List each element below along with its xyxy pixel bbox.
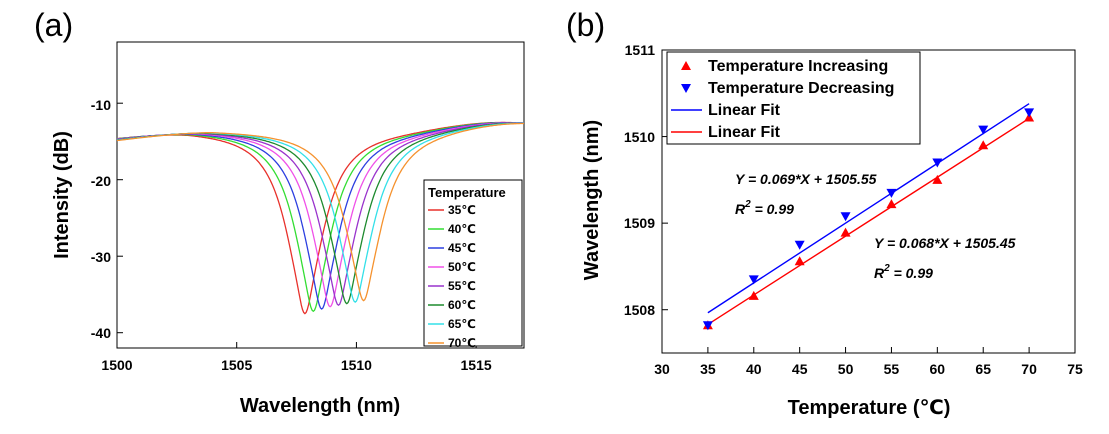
point-decreasing — [978, 125, 989, 135]
panel-b-fit-lines — [707, 103, 1030, 326]
linear-fit-line — [707, 103, 1030, 314]
fit-equation-increasing: Y = 0.068*X + 1505.45 — [874, 235, 1016, 251]
point-decreasing — [702, 321, 713, 331]
point-decreasing — [794, 240, 805, 250]
panel-b-xtick-label: 60 — [930, 361, 946, 377]
panel-b-xtick-label: 65 — [975, 361, 991, 377]
panel-b-ytick-label: 1510 — [624, 129, 655, 145]
panel-a-legend-entry: 60℃ — [448, 298, 476, 312]
panel-b-xtick-label: 35 — [700, 361, 716, 377]
panel-a-legend-entry: 45℃ — [448, 241, 476, 255]
point-increasing — [978, 140, 989, 150]
linear-fit-line — [707, 117, 1030, 326]
point-decreasing — [932, 158, 943, 168]
panel-a-xtick-label: 1515 — [461, 357, 492, 373]
panel-a-ytick-label: -40 — [91, 325, 111, 341]
panel-b-legend-entry: Linear Fit — [708, 124, 781, 141]
panel-a-curves — [116, 121, 525, 315]
panel-b-legend-entry: Temperature Decreasing — [708, 80, 894, 97]
panel-b-ytick-label: 1508 — [624, 302, 655, 318]
panel-b-xtick-label: 70 — [1021, 361, 1037, 377]
point-increasing — [840, 227, 851, 237]
panel-a-yaxis-title: Intensity (dB) — [51, 131, 73, 259]
panel-a-legend-entry: 50℃ — [448, 260, 476, 274]
panel-a-legend-entry: 65℃ — [448, 317, 476, 331]
panel-b-xtick-label: 40 — [746, 361, 762, 377]
panel-a-xtick-label: 1510 — [341, 357, 372, 373]
panel-b-legend-entry: Linear Fit — [708, 102, 781, 119]
panel-a-legend-entry: 40℃ — [448, 222, 476, 236]
panel-b-data-points — [702, 108, 1035, 331]
fit-r2-decreasing: R2 = 0.99 — [735, 199, 794, 217]
legend-triangle-down-icon — [681, 84, 691, 93]
point-increasing — [886, 199, 897, 209]
panel-b-xtick-label: 30 — [654, 361, 670, 377]
panel-b-legend: Temperature Increasing Temperature Decre… — [666, 51, 921, 145]
panel-b-ticks — [661, 49, 1076, 353]
panel-a-xtick-label: 1500 — [101, 357, 132, 373]
point-decreasing — [748, 275, 759, 285]
panel-b-xaxis-title: Temperature (℃) — [788, 397, 951, 419]
panel-a-ytick-label: -20 — [91, 173, 111, 189]
panel-b: (b) 30 35 40 45 50 55 60 65 70 75 1508 1… — [566, 7, 1083, 419]
panel-a-plot-frame — [116, 41, 525, 349]
panel-a-xaxis-title: Wavelength (nm) — [240, 395, 400, 417]
panel-a-ytick-label: -10 — [91, 97, 111, 113]
point-decreasing — [840, 212, 851, 222]
panel-a-legend: Temperature 35℃ 40℃ 45℃ 50℃ 55℃ 60℃ 65℃ 70℃ — [423, 179, 523, 350]
panel-a-ytick-label: -30 — [91, 249, 111, 265]
panel-b-xtick-label: 75 — [1067, 361, 1083, 377]
point-increasing — [794, 256, 805, 266]
panel-b-ytick-label: 1509 — [624, 215, 655, 231]
panel-a-legend-entry: 35℃ — [448, 203, 476, 217]
point-decreasing — [1024, 108, 1035, 118]
panel-b-yaxis-title: Wavelength (nm) — [581, 120, 603, 280]
panel-a-legend-box — [423, 179, 523, 347]
panel-a-legend-entries: 35℃ 40℃ 45℃ 50℃ 55℃ 60℃ 65℃ 70℃ — [428, 203, 476, 350]
legend-triangle-up-icon — [681, 61, 691, 70]
fit-r2-increasing: R2 = 0.99 — [874, 263, 933, 281]
point-decreasing — [886, 188, 897, 198]
panel-b-legend-entry: Temperature Increasing — [708, 58, 888, 75]
panel-a-xtick-label: 1505 — [221, 357, 252, 373]
panel-a-label: (a) — [34, 7, 73, 43]
panel-a-legend-entry: 55℃ — [448, 279, 476, 293]
panel-b-label: (b) — [566, 7, 605, 43]
point-increasing — [932, 174, 943, 184]
fit-equation-decreasing: Y = 0.069*X + 1505.55 — [735, 171, 877, 187]
spectrum-line — [116, 122, 524, 302]
panel-b-xtick-label: 50 — [838, 361, 854, 377]
panel-b-xtick-label: 55 — [884, 361, 900, 377]
panel-b-xtick-label: 45 — [792, 361, 808, 377]
panel-a: (a) 1500 1505 1510 1515 -10 -20 -30 -40 … — [34, 7, 525, 417]
point-increasing — [748, 290, 759, 300]
panel-b-plot-frame — [661, 49, 1076, 354]
panel-b-ytick-label: 1511 — [625, 42, 656, 58]
panel-a-legend-title: Temperature — [428, 185, 506, 200]
panel-a-legend-entry: 70℃ — [448, 336, 476, 350]
panel-b-legend-box — [666, 51, 921, 145]
